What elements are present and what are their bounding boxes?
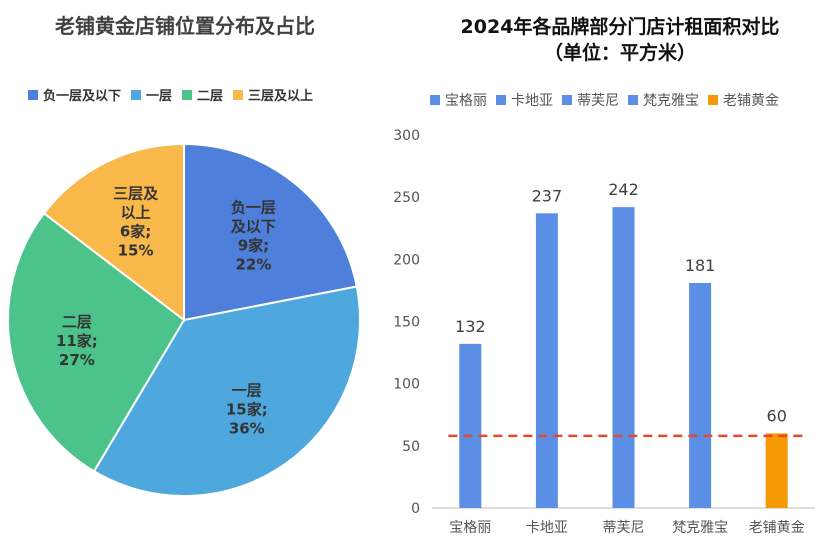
y-tick-label: 300 (393, 128, 420, 144)
pie-label-line: 及以下 (231, 217, 276, 235)
legend-label: 老铺黄金 (723, 93, 779, 109)
bar-chart-title-line1: 2024年各品牌部分门店计租面积对比 (460, 16, 780, 38)
y-tick-label: 250 (393, 190, 420, 206)
pie-label-line: 以上 (121, 204, 151, 222)
pie-label-line: 负一层 (231, 198, 276, 216)
y-tick-label: 100 (393, 377, 420, 393)
x-tick-label: 宝格丽 (449, 520, 491, 536)
pie-slice-label: 负一层及以下 9家; 22% (231, 198, 276, 273)
bar-value-label: 132 (455, 317, 486, 336)
bar (689, 282, 712, 508)
bar (459, 343, 482, 508)
legend-swatch (430, 95, 440, 105)
bar (765, 433, 788, 508)
pie-slice (183, 142, 358, 322)
pie-slice (92, 285, 361, 497)
pie-label-line: 一层 (232, 381, 262, 399)
legend-label: 梵克雅宝 (643, 93, 699, 109)
pie-slice-label: 一层 15家; 36% (226, 381, 268, 437)
x-tick-label: 蒂芙尼 (603, 519, 645, 536)
y-tick-label: 0 (411, 501, 420, 517)
pie-label-line: 6家; (120, 223, 151, 241)
pie-legend-item: 负一层及以下 (28, 85, 121, 104)
bar-chart-title: 2024年各品牌部分门店计租面积对比 （单位：平方米） (420, 14, 820, 66)
bar-value-label: 181 (685, 256, 716, 275)
legend-label: 一层 (146, 89, 173, 104)
pie-slice (7, 211, 186, 473)
x-tick-label: 梵克雅宝 (672, 520, 728, 536)
legend-swatch (562, 95, 572, 105)
bar-legend-item: 蒂芙尼 (562, 90, 619, 110)
bar-value-label: 60 (767, 406, 787, 425)
legend-label: 三层及以上 (248, 89, 314, 104)
y-tick-label: 50 (402, 439, 420, 455)
pie-label-line: 三层及 (113, 185, 159, 203)
pie-label-line: 22% (235, 255, 271, 273)
legend-swatch (496, 95, 506, 105)
pie-legend: 负一层及以下 一层 二层 三层及以上 (28, 85, 323, 104)
pie-label-line: 15家; (226, 400, 268, 418)
legend-label: 负一层及以下 (43, 89, 122, 104)
pie-label-line: 27% (59, 351, 95, 369)
pie-slice-label: 三层及以上 6家; 15% (113, 185, 159, 260)
bar-value-label: 242 (608, 180, 639, 199)
pie-label-line: 9家; (238, 236, 269, 254)
x-tick-label: 老铺黄金 (749, 519, 805, 536)
pie-slice-label: 二层 11家; 27% (56, 313, 98, 369)
legend-label: 蒂芙尼 (577, 93, 619, 109)
pie-slice (42, 142, 185, 323)
legend-swatch (182, 89, 193, 100)
bar-chart-title-line2: （单位：平方米） (543, 42, 696, 64)
legend-swatch (28, 89, 38, 100)
pie-label-line: 36% (229, 419, 265, 437)
y-tick-label: 150 (393, 315, 420, 331)
legend-label: 二层 (197, 89, 224, 104)
bar-legend-item: 老铺黄金 (708, 90, 779, 110)
pie-label-line: 二层 (62, 313, 92, 331)
pie-chart-title: 老铺黄金店铺位置分布及占比 (55, 14, 315, 38)
bar-legend-item: 宝格丽 (430, 90, 487, 110)
pie-legend-item: 三层及以上 (233, 85, 313, 104)
y-tick-label: 200 (393, 252, 420, 268)
legend-swatch (628, 95, 638, 105)
legend-swatch (233, 89, 244, 100)
bar-legend: 宝格丽 卡地亚 蒂芙尼 梵克雅宝 老铺黄金 (430, 90, 788, 110)
pie-label-line: 15% (118, 242, 154, 260)
bar-legend-item: 卡地亚 (496, 90, 553, 110)
bar-value-label: 237 (532, 186, 563, 205)
legend-swatch (708, 95, 718, 105)
legend-label: 宝格丽 (445, 93, 487, 109)
bar-legend-item: 梵克雅宝 (628, 90, 699, 110)
pie-legend-item: 一层 (131, 85, 172, 104)
pie-legend-item: 二层 (182, 85, 223, 104)
pie-label-line: 11家; (56, 332, 98, 350)
legend-label: 卡地亚 (511, 93, 553, 109)
bar (535, 213, 558, 508)
bar (612, 207, 635, 508)
x-tick-label: 卡地亚 (526, 520, 568, 536)
legend-swatch (131, 89, 142, 100)
